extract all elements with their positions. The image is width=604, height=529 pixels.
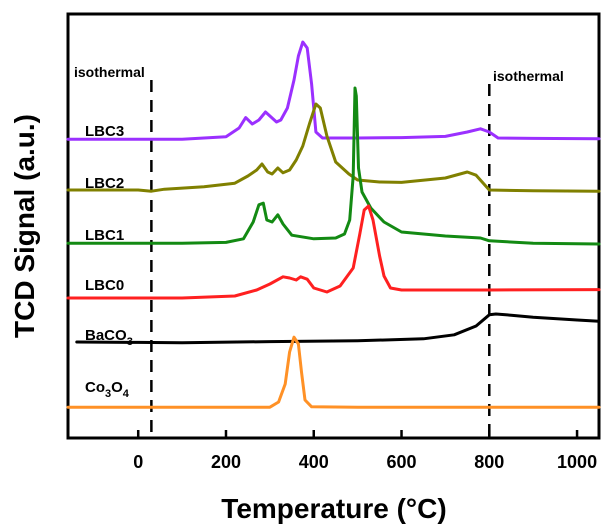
series-label-lbc1: LBC1 xyxy=(85,227,124,244)
co3o4-sub3: 3 xyxy=(105,388,111,400)
isothermal-label-left: isothermal xyxy=(74,64,145,80)
co3o4-o: O xyxy=(111,379,123,396)
series-line-2 xyxy=(66,86,601,246)
baco3-main: BaCO xyxy=(85,327,127,344)
x-tick-label-4: 800 xyxy=(474,452,504,472)
x-tick-label-2: 400 xyxy=(299,452,329,472)
x-tick-label-3: 600 xyxy=(386,452,416,472)
series-line-4 xyxy=(75,312,601,345)
isothermal-label-right: isothermal xyxy=(493,68,564,84)
series-label-lbc3: LBC3 xyxy=(85,123,124,140)
series-label-lbc2: LBC2 xyxy=(85,175,124,192)
series-label-co3o4: Co3O4 xyxy=(85,379,130,400)
series-line-1 xyxy=(66,102,601,193)
x-tick-label-1: 200 xyxy=(211,452,241,472)
series-line-3 xyxy=(66,204,601,300)
series-label-lbc0: LBC0 xyxy=(85,277,124,294)
series-line-5 xyxy=(66,335,601,409)
series-line-0 xyxy=(66,40,601,141)
series-label-baco3: BaCO3 xyxy=(85,327,133,348)
x-ticks: 0 200 400 600 800 1000 xyxy=(133,430,597,472)
x-tick-label-5: 1000 xyxy=(557,452,597,472)
x-axis-title: Temperature (°C) xyxy=(221,493,446,524)
x-tick-label-0: 0 xyxy=(133,452,143,472)
y-axis-title: TCD Signal (a.u.) xyxy=(9,114,40,338)
baco3-sub: 3 xyxy=(127,336,133,348)
plot-frame xyxy=(66,12,601,440)
co3o4-sub4: 4 xyxy=(123,388,130,400)
series-group xyxy=(66,40,601,409)
co3o4-co: Co xyxy=(85,379,105,396)
